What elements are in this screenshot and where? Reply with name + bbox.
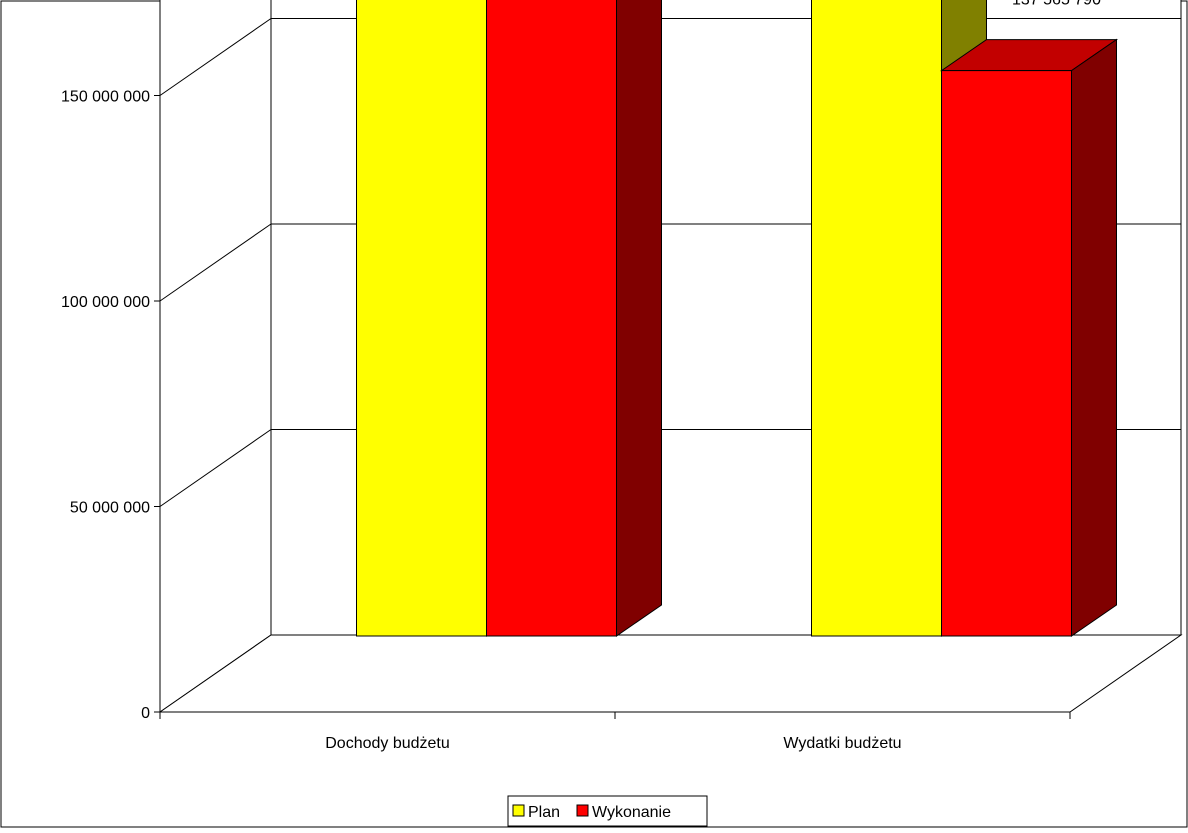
- x-category-label: Wydatki budżetu: [783, 735, 901, 752]
- bar-side: [1071, 38, 1117, 637]
- legend-label: Plan: [528, 804, 560, 821]
- legend-label: Wykonanie: [592, 804, 671, 821]
- data-labels: 307 155 709159 917 943317 535 843137 565…: [1012, 0, 1101, 9]
- bar-side: [616, 0, 662, 637]
- legend-box: [507, 795, 708, 827]
- y-tick-label: 0: [141, 705, 150, 722]
- floor: [158, 634, 1183, 713]
- y-tick-label: 50 000 000: [70, 500, 150, 517]
- bar: [811, 0, 942, 637]
- legend: Plan Wykonanie: [507, 795, 708, 827]
- x-axis: Dochody budżetu Wydatki budżetu: [159, 711, 1071, 752]
- legend-swatch: [576, 804, 589, 817]
- bar: [941, 70, 1072, 637]
- y-tick-label: 150 000 000: [61, 89, 150, 106]
- side-wall: [159, 0, 272, 713]
- x-category-label: Dochody budżetu: [325, 735, 450, 752]
- gridline-side: [159, 429, 272, 507]
- data-label: 137 565 790: [1012, 0, 1101, 9]
- gridline-side: [159, 223, 272, 302]
- bars: [356, 0, 1119, 637]
- bar: [356, 0, 487, 637]
- y-tick-label: 100 000 000: [61, 294, 150, 311]
- legend-swatch: [512, 804, 525, 817]
- bar: [486, 0, 617, 637]
- gridline-side: [159, 18, 272, 96]
